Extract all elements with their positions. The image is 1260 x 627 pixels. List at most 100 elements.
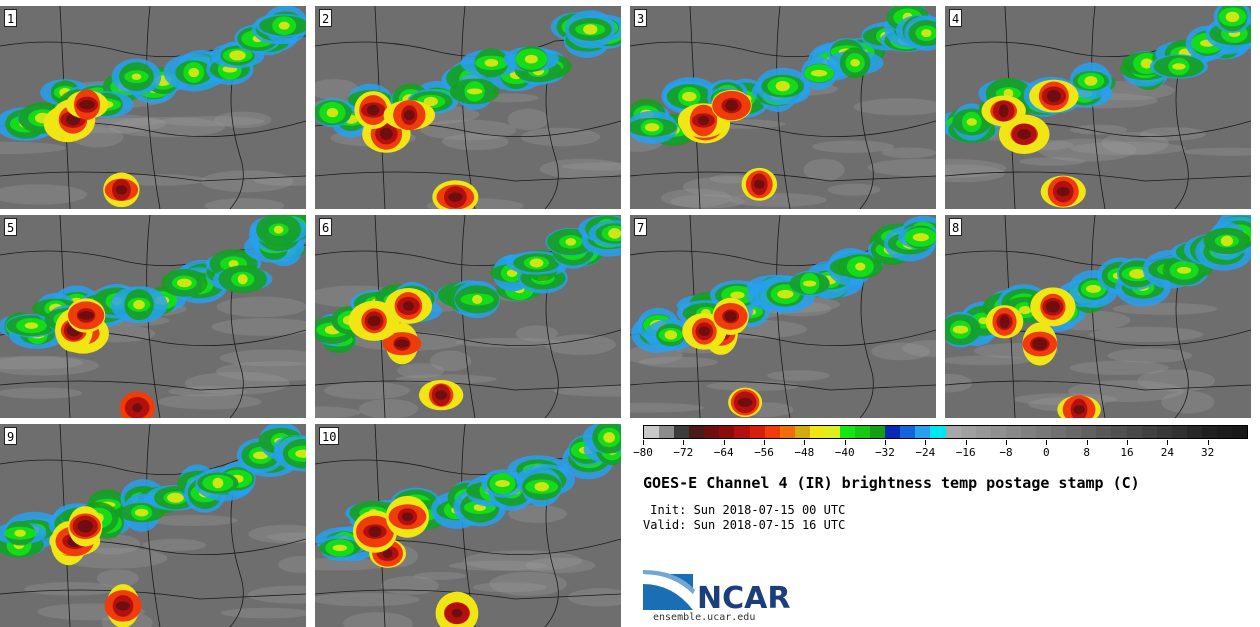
init-time: Init: Sun 2018-07-15 00 UTC	[643, 503, 846, 517]
colorbar-swatch	[1005, 426, 1021, 438]
ensemble-member-panel-3: 3	[630, 6, 936, 209]
ensemble-member-panel-10: 10	[315, 424, 621, 627]
colorbar-tick-label: −48	[794, 446, 815, 459]
ensemble-member-panel-6: 6	[315, 215, 621, 418]
boundary-line	[0, 35, 306, 57]
colorbar-swatch	[1126, 426, 1142, 438]
boundary-line	[229, 483, 244, 627]
boundary-line	[630, 171, 936, 182]
satellite-ir-map	[315, 215, 621, 418]
colorbar-swatch	[960, 426, 976, 438]
colorbar-swatch	[749, 426, 765, 438]
colorbar-tick-label: 32	[1201, 446, 1215, 459]
satellite-ir-map	[630, 6, 936, 209]
satellite-ir-map	[315, 424, 621, 627]
satellite-ir-map	[630, 215, 936, 418]
colorbar-tick	[885, 440, 886, 445]
colorbar-swatch	[990, 426, 1006, 438]
colorbar-swatch	[1051, 426, 1067, 438]
colorbar-swatch	[1141, 426, 1157, 438]
colorbar-tick	[1207, 440, 1209, 445]
boundary-line	[229, 65, 244, 209]
colorbar-swatch	[855, 426, 871, 438]
colorbar-tick	[1006, 440, 1007, 445]
colorbar-tick-label: −40	[834, 446, 855, 459]
colorbar-swatch	[1096, 426, 1112, 438]
colorbar-swatch	[1066, 426, 1082, 438]
ncar-wordmark: NCAR	[697, 581, 790, 614]
boundary-line	[315, 589, 621, 600]
colorbar-swatch	[674, 426, 690, 438]
colorbar-tick	[723, 440, 725, 445]
colorbar-tick	[1167, 440, 1169, 445]
colorbar-swatch	[945, 426, 961, 438]
colorbar-swatch	[1186, 426, 1202, 438]
boundary-line	[0, 453, 306, 475]
boundary-line	[544, 65, 559, 209]
colorbar-tick	[804, 440, 806, 445]
colorbar-tick-label: −72	[673, 446, 694, 459]
colorbar-tick-label: 24	[1160, 446, 1174, 459]
colorbar-tick-label: 0	[1043, 446, 1050, 459]
member-label: 5	[4, 218, 18, 236]
colorbar-swatch	[885, 426, 901, 438]
boundary-line	[544, 483, 559, 627]
temperature-colorbar	[643, 425, 1248, 439]
satellite-ir-map	[945, 215, 1251, 418]
colorbar-swatch	[1081, 426, 1097, 438]
colorbar-tick	[1046, 440, 1048, 445]
ensemble-member-panel-9: 9	[0, 424, 306, 627]
satellite-ir-map	[0, 424, 306, 627]
boundary-line	[945, 380, 1251, 391]
boundary-line	[315, 171, 621, 182]
colorbar-tick	[925, 440, 927, 445]
member-label: 2	[319, 9, 333, 27]
member-label: 1	[4, 9, 18, 27]
member-label: 10	[319, 427, 340, 445]
ensemble-member-panel-2: 2	[315, 6, 621, 209]
colorbar-swatch	[1171, 426, 1187, 438]
satellite-ir-map	[0, 215, 306, 418]
colorbar-swatch	[1201, 426, 1217, 438]
colorbar-tick-label: −64	[713, 446, 734, 459]
colorbar-tick	[844, 440, 846, 445]
colorbar-swatch	[689, 426, 705, 438]
member-label: 4	[949, 9, 963, 27]
colorbar-tick-label: −8	[999, 446, 1013, 459]
satellite-ir-map	[0, 6, 306, 209]
boundary-line	[0, 380, 306, 391]
ensemble-member-panel-8: 8	[945, 215, 1251, 418]
colorbar-swatch	[779, 426, 795, 438]
ensemble-member-panel-5: 5	[0, 215, 306, 418]
colorbar-swatch	[659, 426, 675, 438]
satellite-ir-map	[315, 6, 621, 209]
colorbar-swatch	[1232, 426, 1248, 438]
boundary-line	[630, 380, 936, 391]
colorbar-swatch	[1216, 426, 1233, 438]
boundary-line	[315, 380, 621, 391]
colorbar-swatch	[794, 426, 810, 438]
ensemble-member-panel-4: 4	[945, 6, 1251, 209]
colorbar-tick-label: 8	[1083, 446, 1090, 459]
colorbar-tick	[764, 440, 765, 445]
member-label: 3	[634, 9, 648, 27]
colorbar-tick-label: −32	[875, 446, 895, 459]
colorbar-tick	[683, 440, 685, 445]
ncar-logo: NCAR	[643, 570, 790, 614]
colorbar-swatch	[1111, 426, 1127, 438]
colorbar-swatch	[975, 426, 991, 438]
member-label: 6	[319, 218, 333, 236]
colorbar-tick	[965, 440, 967, 445]
boundary-line	[859, 274, 874, 418]
boundary-line	[0, 171, 306, 182]
colorbar-swatch	[719, 426, 735, 438]
colorbar-swatch	[644, 426, 660, 438]
colorbar-swatch	[840, 426, 856, 438]
boundary-line	[229, 274, 244, 418]
colorbar-tick-label: −16	[955, 446, 976, 459]
figure-title: GOES-E Channel 4 (IR) brightness temp po…	[643, 474, 1140, 492]
colorbar-swatch	[915, 426, 931, 438]
boundary-line	[0, 589, 306, 600]
colorbar-swatch	[1020, 426, 1037, 438]
colorbar-tick-label: −56	[754, 446, 774, 459]
